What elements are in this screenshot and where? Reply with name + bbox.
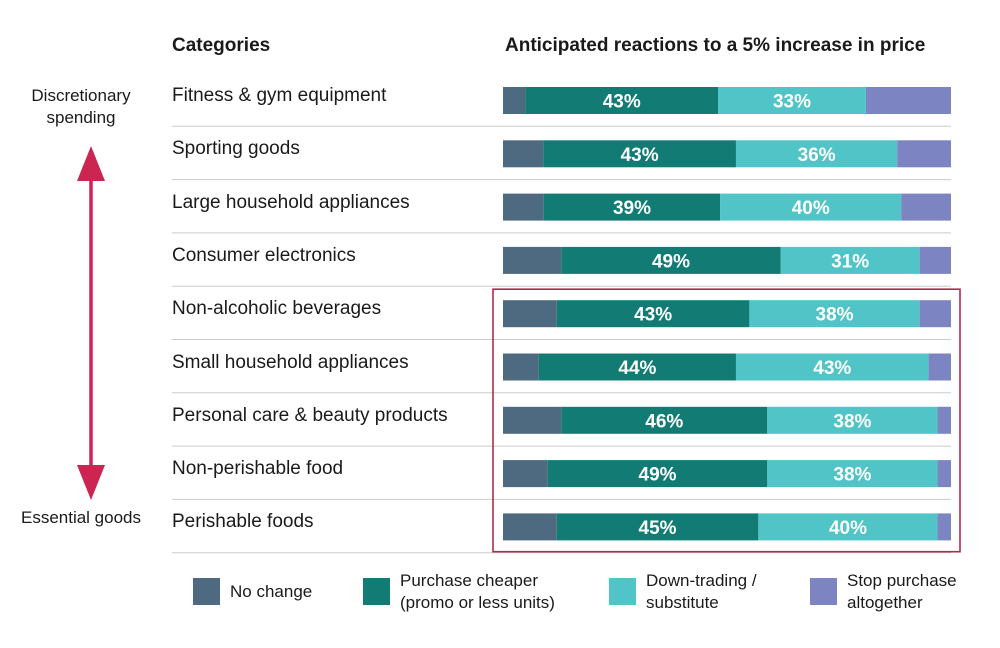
- category-label: Large household appliances: [172, 191, 410, 213]
- category-label: Small household appliances: [172, 351, 409, 373]
- legend-label: No change: [230, 582, 313, 601]
- bar-segment: [503, 513, 557, 541]
- bar-segment: [503, 353, 539, 381]
- legend-item: Down-trading / substitute: [609, 570, 757, 614]
- data-label: 39%: [613, 198, 651, 219]
- data-label: 45%: [639, 518, 677, 539]
- data-label: 38%: [833, 411, 871, 432]
- reactions-header: Anticipated reactions to a 5% increase i…: [505, 35, 926, 56]
- bar-segment: [767, 406, 938, 434]
- bar-segment: [503, 87, 526, 114]
- category-label: Personal care & beauty products: [172, 404, 448, 426]
- bar-segment: [556, 513, 759, 541]
- bar-segment: [561, 406, 768, 434]
- bar-segment: [937, 513, 951, 541]
- bar-segment: [901, 193, 951, 221]
- legend-item: No change: [193, 570, 312, 605]
- bar-segment: [919, 246, 951, 274]
- category-label: Sporting goods: [172, 138, 300, 160]
- data-label: 43%: [634, 305, 672, 326]
- data-label: 40%: [792, 198, 830, 219]
- bar-segment: [937, 460, 951, 488]
- bar-segment: [503, 460, 548, 488]
- bar-segment: [937, 406, 951, 434]
- category-label: Non-alcoholic beverages: [172, 298, 382, 320]
- category-label: Consumer electronics: [172, 244, 356, 266]
- bar-segment: [758, 513, 938, 541]
- bar-segment: [543, 193, 721, 221]
- legend-swatch: [363, 578, 390, 605]
- bar-segment: [928, 353, 951, 381]
- bar-segment: [735, 140, 898, 168]
- essential-label: Essential goods: [20, 508, 142, 527]
- legend-swatch: [810, 578, 837, 605]
- bar-segment: [547, 460, 768, 488]
- categories-header: Categories: [172, 35, 271, 56]
- legend-label: Down-trading / substitute: [646, 571, 757, 612]
- bar-segment: [720, 193, 902, 221]
- legend-item: Purchase cheaper (promo or less units): [363, 570, 555, 614]
- data-label: 49%: [652, 251, 690, 272]
- bar-segment: [503, 140, 544, 168]
- category-label: Non-perishable food: [172, 458, 344, 480]
- category-label: Perishable foods: [172, 511, 314, 533]
- data-label: 49%: [639, 465, 677, 486]
- bar-segment: [556, 300, 750, 328]
- arrow-down-head: [77, 465, 105, 500]
- bar-segment: [503, 193, 544, 221]
- data-label: 31%: [831, 251, 869, 272]
- data-label: 43%: [813, 358, 851, 379]
- bar-segment: [503, 300, 557, 328]
- highlight-box: [492, 288, 961, 553]
- bar-segment: [780, 246, 920, 274]
- data-label: 38%: [833, 465, 871, 486]
- data-label: 43%: [603, 92, 641, 113]
- data-label: 38%: [816, 305, 854, 326]
- legend-swatch: [193, 578, 220, 605]
- arrow-up-head: [77, 146, 105, 181]
- data-label: 46%: [645, 411, 683, 432]
- discretionary-label: Discretionary spending: [31, 86, 131, 127]
- bar-segment: [865, 87, 951, 114]
- data-label: 40%: [829, 518, 867, 539]
- bar-segment: [543, 140, 736, 168]
- bar-segment: [525, 87, 719, 114]
- data-label: 36%: [798, 145, 836, 166]
- bar-segment: [919, 300, 951, 328]
- bar-segment: [503, 246, 562, 274]
- legend-label: Stop purchase altogether: [847, 571, 957, 612]
- data-label: 33%: [773, 92, 811, 113]
- bar-segment: [503, 406, 562, 434]
- bar-segment: [718, 87, 866, 114]
- legend-swatch: [609, 578, 636, 605]
- bar-segment: [538, 353, 736, 381]
- bar-segment: [561, 246, 781, 274]
- bar-segment: [749, 300, 920, 328]
- data-label: 43%: [621, 145, 659, 166]
- bar-segment: [897, 140, 951, 168]
- legend-item: Stop purchase altogether: [810, 570, 957, 614]
- bar-segment: [735, 353, 929, 381]
- bar-segment: [767, 460, 938, 488]
- data-label: 44%: [618, 358, 656, 379]
- legend-label: Purchase cheaper (promo or less units): [400, 571, 555, 612]
- category-label: Fitness & gym equipment: [172, 85, 387, 106]
